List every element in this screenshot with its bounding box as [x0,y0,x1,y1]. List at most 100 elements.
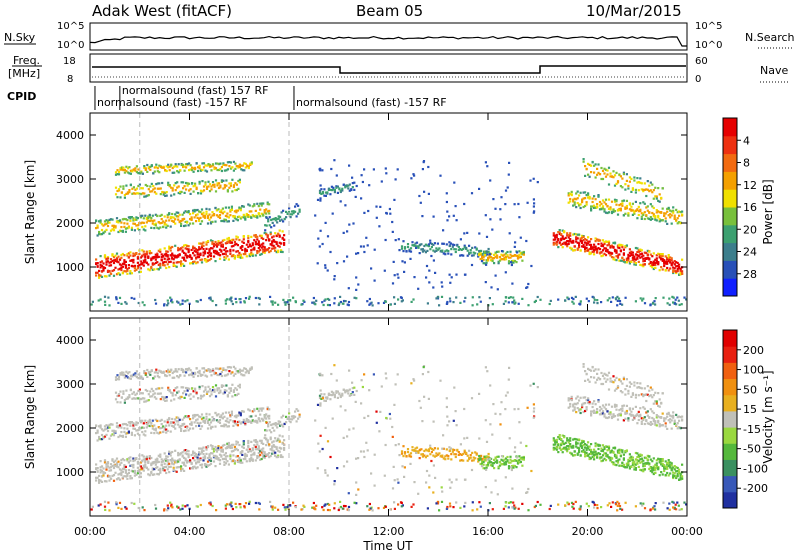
range-cell [183,429,186,433]
range-cell [192,252,195,255]
range-cell [136,429,139,432]
range-cell [223,218,226,221]
range-cell [205,412,208,415]
range-cell [664,460,667,463]
range-cell [237,370,240,373]
range-cell [156,261,159,264]
range-cell [506,254,509,257]
range-cell [178,418,181,421]
range-cell [253,204,256,207]
range-cell [578,194,581,197]
range-cell [172,216,175,219]
range-cell [218,257,222,260]
range-cell [126,459,129,462]
range-cell [615,255,618,258]
range-cell [199,447,202,450]
range-cell [120,373,123,376]
range-cell [193,216,196,219]
range-cell [660,471,663,474]
range-cell [95,424,98,427]
range-cell [460,248,463,251]
range-cell [575,240,578,243]
range-cell [630,253,633,257]
range-cell [496,250,499,253]
range-cell [512,459,515,462]
range-cell [481,457,484,460]
colorbar-swatch [723,153,737,172]
range-cell [250,161,253,164]
range-cell [366,244,369,247]
range-cell [618,451,621,455]
colorbar-swatch [723,224,737,244]
range-cell [408,248,411,251]
range-cell [186,415,189,419]
range-cell [207,390,210,393]
range-cell [161,371,164,374]
range-cell [238,456,241,459]
range-cell [339,190,342,194]
range-cell [269,438,272,441]
range-cell [239,461,242,464]
range-cell [667,259,670,263]
range-cell [171,252,174,255]
range-cell [137,301,140,305]
range-cell [178,213,181,216]
range-cell [588,251,591,254]
range-cell [257,417,260,420]
range-cell [624,207,627,210]
range-cell [487,452,490,456]
range-cell [140,392,143,395]
range-cell [232,424,235,427]
range-cell [168,424,171,427]
range-cell [160,255,163,259]
range-cell [191,374,194,377]
range-cell [100,270,104,273]
range-cell [584,204,587,208]
range-cell [259,234,262,237]
range-cell [271,301,274,304]
range-cell [189,218,192,221]
range-cell [621,246,624,249]
range-cell [142,221,145,224]
range-cell [235,447,238,450]
range-cell [481,460,484,463]
range-cell [579,303,582,306]
range-cell [288,412,291,415]
range-cell [269,436,272,439]
range-cell [99,261,102,264]
range-cell [630,252,633,255]
range-cell [232,169,235,172]
range-cell [98,274,101,277]
range-cell [661,257,664,261]
range-cell [253,248,256,251]
range-cell [228,161,231,164]
range-cell [195,367,198,370]
range-cell [236,219,239,222]
range-cell [192,260,195,264]
range-cell [123,376,126,379]
range-cell [292,212,295,215]
range-cell [507,461,511,464]
range-cell [216,373,219,377]
range-cell [187,248,190,251]
range-cell [162,430,165,433]
range-cell [125,375,128,378]
range-cell [353,393,356,396]
range-cell [247,420,250,423]
range-cell [99,266,102,269]
range-cell [225,169,228,172]
range-cell [484,250,487,253]
range-cell [455,219,458,222]
range-cell [631,202,634,205]
range-cell [253,239,256,242]
range-cell [144,167,147,170]
range-cell [268,247,271,250]
range-cell [163,221,166,224]
range-cell [257,212,260,215]
range-cell [297,417,300,420]
range-cell [143,166,146,169]
range-cell [174,218,177,221]
range-cell [132,217,135,220]
range-cell [608,297,611,300]
range-cell [266,234,269,237]
